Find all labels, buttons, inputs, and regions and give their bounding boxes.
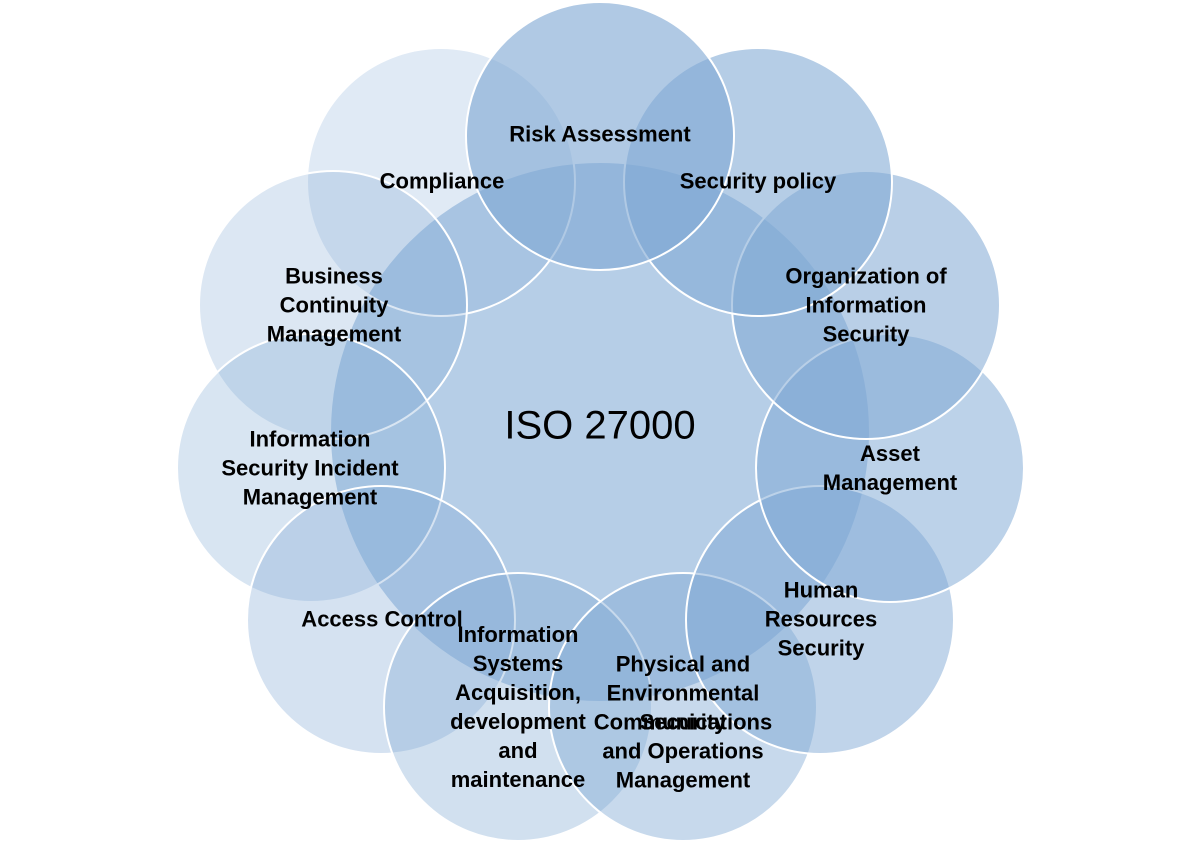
center-label: ISO 27000 [504, 403, 696, 448]
petal-label-information-security-incident-management: Information Security Incident Management [221, 426, 399, 510]
petal-label-information-systems-acquisition: Information Systems Acquisition, develop… [450, 622, 586, 792]
petal-label-risk-assessment: Risk Assessment [509, 121, 691, 147]
petal-label-compliance: Compliance [379, 168, 505, 194]
petal-risk-assessment [465, 1, 735, 271]
petal-business-continuity-management [198, 170, 468, 440]
petal-label-security-policy: Security policy [679, 168, 837, 194]
petal-label-human-resources-security: Human Resources Security [764, 577, 878, 661]
petal-information-security-incident-management [176, 333, 446, 603]
petal-information-systems-acquisition [383, 572, 653, 842]
petal-label-asset-management: Asset Management [822, 441, 958, 495]
petal-physical-environmental-security [548, 572, 818, 842]
petal-label-organization-of-information-security: Organization of Information Security [785, 263, 947, 347]
petal-label-business-continuity-management: Business Continuity Management [266, 263, 402, 347]
petal-access-control [246, 485, 516, 755]
petal-label-access-control: Access Control [301, 606, 463, 632]
petal-label-physical-environmental-security: Physical and Environmental Security [606, 651, 760, 735]
petal-label-communications-operations-management: Communications and Operations Management [593, 709, 773, 793]
